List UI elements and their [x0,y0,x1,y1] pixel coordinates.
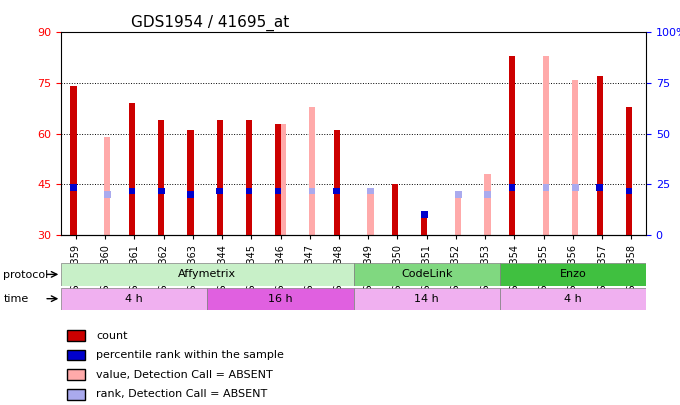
Bar [509,184,515,191]
Text: Enzo: Enzo [560,269,586,279]
FancyBboxPatch shape [500,288,646,310]
Bar [246,120,252,235]
Text: time: time [3,294,29,304]
Bar [275,124,282,235]
Bar [484,191,491,198]
Bar [129,188,135,194]
Bar [217,120,223,235]
Bar [626,107,632,235]
Text: protocol: protocol [3,270,49,279]
Bar [484,174,490,235]
FancyBboxPatch shape [67,389,84,400]
Bar [188,130,194,235]
Text: rank, Detection Call = ABSENT: rank, Detection Call = ABSENT [97,389,267,399]
Text: GDS1954 / 41695_at: GDS1954 / 41695_at [131,15,290,31]
Bar [275,188,282,194]
Bar [158,188,165,194]
Text: 4 h: 4 h [125,294,143,304]
Text: percentile rank within the sample: percentile rank within the sample [97,350,284,360]
Bar [333,188,340,194]
Bar [187,191,194,198]
Text: CodeLink: CodeLink [401,269,452,279]
FancyBboxPatch shape [67,369,84,380]
Bar [543,56,549,235]
FancyBboxPatch shape [67,330,84,341]
Bar [245,188,252,194]
Bar [104,137,110,235]
Bar [334,130,340,235]
Bar [279,124,286,235]
Bar [572,184,579,191]
Text: 4 h: 4 h [564,294,582,304]
Bar [543,184,549,191]
Text: Affymetrix: Affymetrix [178,269,237,279]
Bar [158,120,165,235]
Text: 14 h: 14 h [414,294,439,304]
Bar [455,191,461,235]
Text: count: count [97,330,128,341]
Text: 16 h: 16 h [268,294,293,304]
FancyBboxPatch shape [500,263,646,286]
FancyBboxPatch shape [61,263,354,286]
FancyBboxPatch shape [354,288,500,310]
Bar [572,80,578,235]
Bar [216,188,223,194]
Bar [70,184,77,191]
Bar [509,56,515,235]
Bar [367,191,373,235]
Bar [309,188,316,194]
Bar [367,188,374,194]
Bar [422,215,428,235]
FancyBboxPatch shape [354,263,500,286]
Bar [309,107,315,235]
Bar [421,211,428,218]
FancyBboxPatch shape [67,350,84,360]
Text: value, Detection Call = ABSENT: value, Detection Call = ABSENT [97,370,273,380]
Bar [392,184,398,235]
Bar [129,103,135,235]
Bar [71,86,77,235]
FancyBboxPatch shape [207,288,354,310]
Bar [596,184,603,191]
Bar [597,76,603,235]
Bar [455,191,462,198]
FancyBboxPatch shape [61,288,207,310]
Bar [626,188,632,194]
Bar [104,191,111,198]
